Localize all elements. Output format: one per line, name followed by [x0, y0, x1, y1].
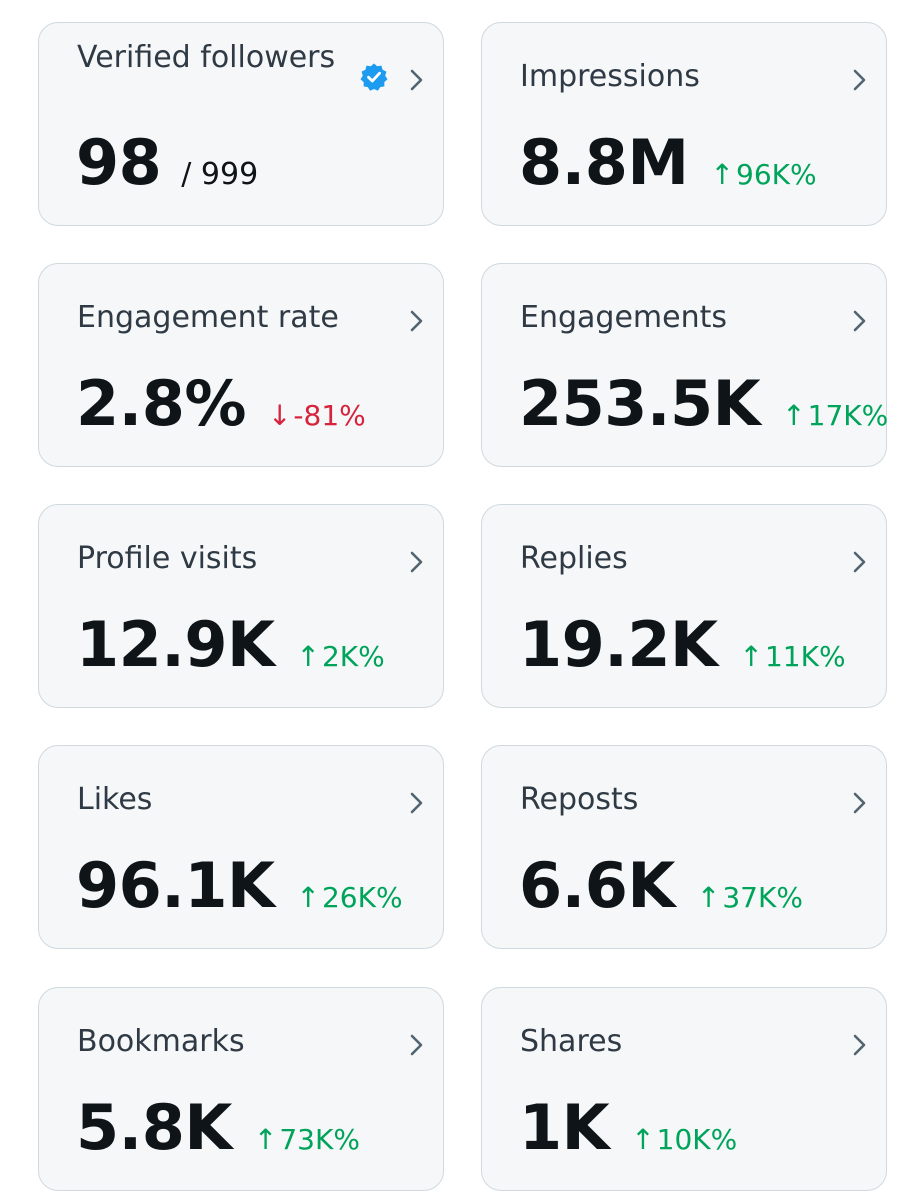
arrow-down-icon: ↓ — [267, 399, 292, 432]
trend-delta: ↑ 2K% — [297, 640, 385, 673]
arrow-up-icon: ↑ — [739, 640, 763, 673]
delta-value: 96K% — [736, 158, 817, 191]
metric-value: 19.2K — [519, 608, 718, 681]
card-label: Replies — [520, 541, 628, 576]
arrow-up-icon: ↑ — [782, 399, 806, 432]
trend-delta: ↑ 17K% — [782, 399, 888, 432]
arrow-up-icon: ↑ — [296, 881, 320, 914]
chevron-right-icon — [852, 67, 868, 93]
trend-delta: ↑ 73K% — [254, 1123, 360, 1156]
metric-value: 2.8% — [76, 367, 246, 440]
metric-total: / 999 — [181, 157, 259, 192]
metric-value: 96.1K — [76, 849, 275, 922]
chevron-right-icon — [852, 790, 868, 816]
card-bookmarks[interactable]: Bookmarks 5.8K ↑ 73K% — [38, 987, 444, 1191]
metric-value: 98 — [76, 126, 162, 199]
card-label: Bookmarks — [77, 1024, 245, 1059]
card-likes[interactable]: Likes 96.1K ↑ 26K% — [38, 745, 444, 949]
chevron-right-icon — [409, 1032, 425, 1058]
delta-value: 26K% — [321, 881, 403, 914]
card-label: Reposts — [520, 782, 639, 817]
delta-value: 73K% — [279, 1123, 360, 1156]
metric-value: 12.9K — [76, 608, 275, 681]
card-profile-visits[interactable]: Profile visits 12.9K ↑ 2K% — [38, 504, 444, 708]
delta-value: 17K% — [807, 399, 889, 432]
metric-value: 6.6K — [519, 849, 675, 922]
card-label: Engagements — [520, 300, 727, 335]
delta-value: 10K% — [656, 1123, 738, 1156]
chevron-right-icon — [852, 308, 868, 334]
card-label: Likes — [77, 782, 153, 817]
delta-value: -81% — [293, 399, 366, 432]
trend-delta: ↓ -81% — [268, 399, 366, 432]
arrow-up-icon: ↑ — [710, 158, 734, 191]
card-label: Profile visits — [77, 541, 258, 576]
delta-value: 37K% — [722, 881, 803, 914]
chevron-right-icon — [852, 549, 868, 575]
card-engagement-rate[interactable]: Engagement rate 2.8% ↓ -81% — [38, 263, 444, 467]
card-label: Verified followers — [77, 40, 336, 75]
delta-value: 2K% — [321, 640, 385, 673]
trend-delta: ↑ 96K% — [711, 158, 817, 191]
card-impressions[interactable]: Impressions 8.8M ↑ 96K% — [481, 22, 887, 226]
trend-delta: ↑ 11K% — [740, 640, 846, 673]
arrow-up-icon: ↑ — [253, 1123, 278, 1156]
card-shares[interactable]: Shares 1K ↑ 10K% — [481, 987, 887, 1191]
card-verified-followers[interactable]: Verified followers 98 / 999 — [38, 22, 444, 226]
card-label: Shares — [520, 1024, 623, 1059]
trend-delta: ↑ 26K% — [297, 881, 403, 914]
card-replies[interactable]: Replies 19.2K ↑ 11K% — [481, 504, 887, 708]
card-reposts[interactable]: Reposts 6.6K ↑ 37K% — [481, 745, 887, 949]
chevron-right-icon — [409, 308, 425, 334]
verified-badge-icon — [359, 62, 389, 92]
arrow-up-icon: ↑ — [631, 1123, 655, 1156]
trend-delta: ↑ 37K% — [697, 881, 803, 914]
card-engagements[interactable]: Engagements 253.5K ↑ 17K% — [481, 263, 888, 467]
arrow-up-icon: ↑ — [296, 640, 320, 673]
metric-value: 8.8M — [519, 126, 689, 199]
metric-value: 253.5K — [519, 367, 761, 440]
card-label: Engagement rate — [77, 300, 339, 335]
metric-value: 1K — [519, 1091, 610, 1164]
chevron-right-icon — [409, 67, 425, 93]
chevron-right-icon — [409, 790, 425, 816]
card-label: Impressions — [520, 59, 700, 94]
chevron-right-icon — [852, 1032, 868, 1058]
arrow-up-icon: ↑ — [696, 881, 721, 914]
chevron-right-icon — [409, 549, 425, 575]
metric-value: 5.8K — [76, 1091, 232, 1164]
trend-delta: ↑ 10K% — [631, 1123, 737, 1156]
delta-value: 11K% — [764, 640, 846, 673]
